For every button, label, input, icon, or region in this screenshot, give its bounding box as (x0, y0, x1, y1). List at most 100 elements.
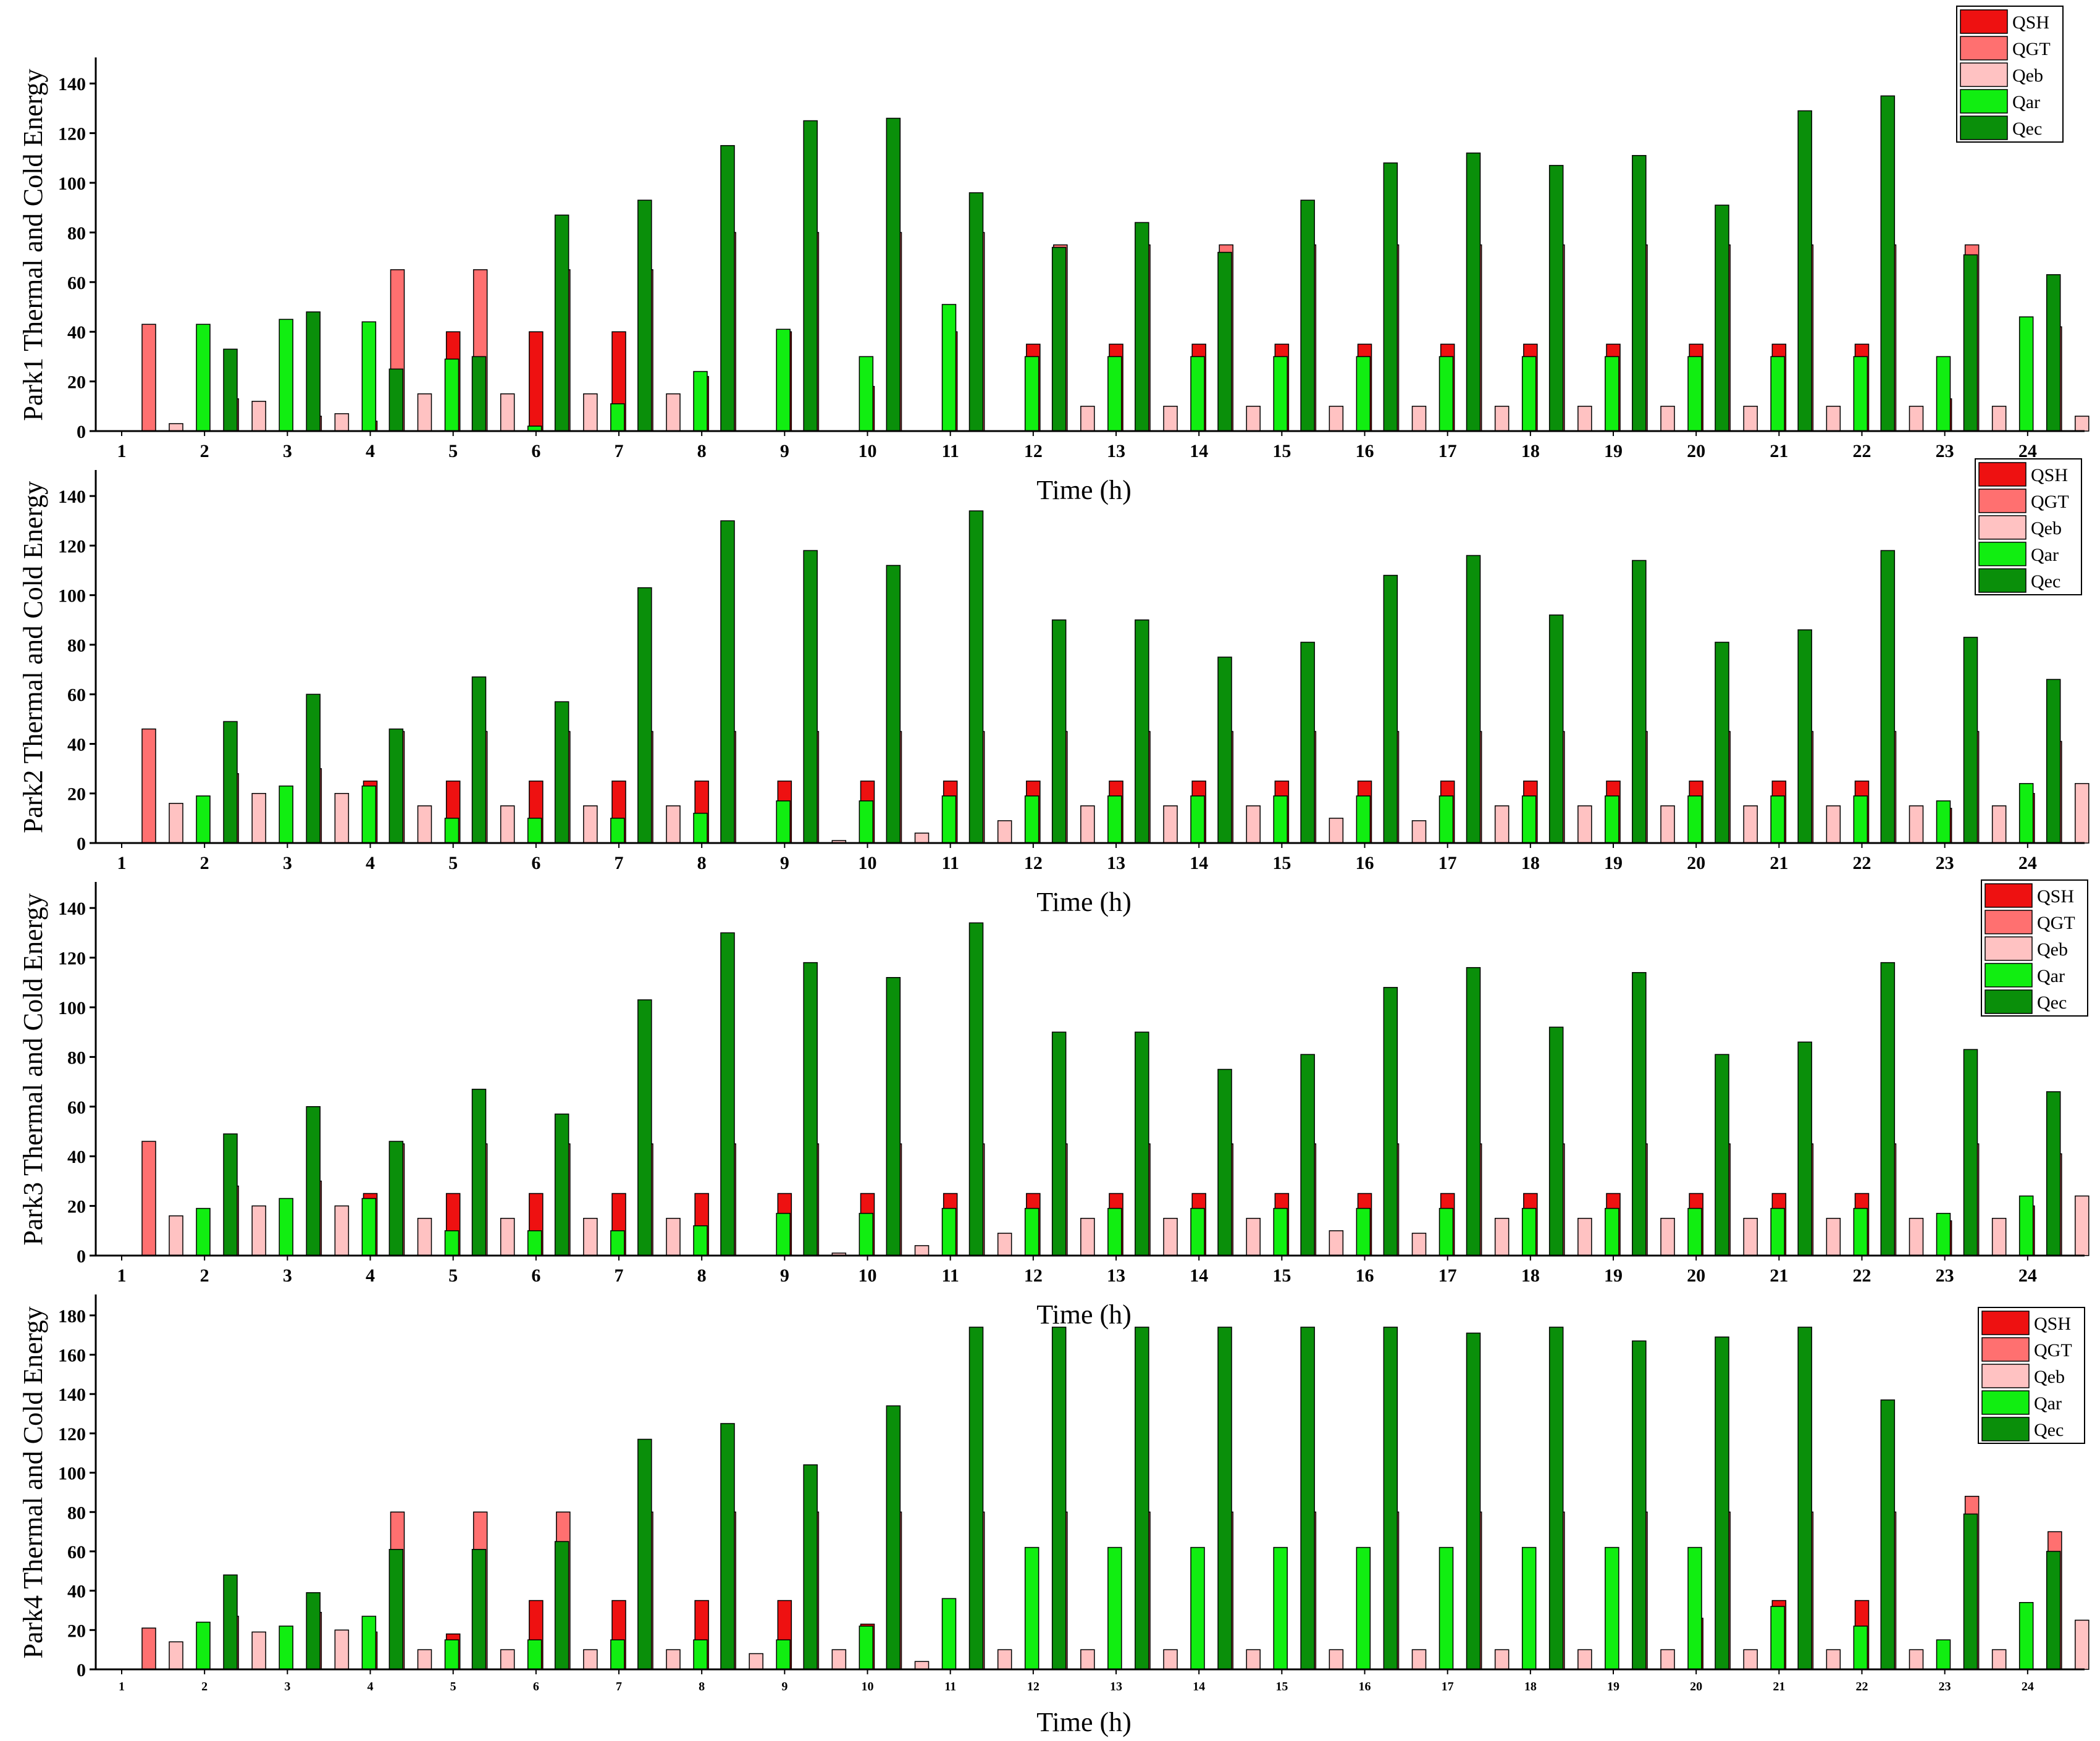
bar-Qar-18 (1605, 795, 1619, 844)
x-tick-label: 10 (859, 853, 877, 873)
legend-label-Qec: Qec (2031, 571, 2060, 592)
y-tick-label: 140 (58, 899, 86, 919)
bar-Qeb-1 (169, 1641, 183, 1670)
x-tick-label: 15 (1272, 1265, 1291, 1286)
legend-swatch-QSH (1960, 9, 2008, 34)
bar-Qeb-1 (169, 803, 183, 844)
bar-Qec-22 (1963, 1513, 1978, 1670)
x-tick-label: 23 (1936, 853, 1954, 873)
bar-Qec-9 (886, 1405, 901, 1670)
bar-Qec-21 (1880, 550, 1896, 844)
x-tick-label: 6 (531, 853, 540, 873)
bar-Qec-7 (720, 145, 735, 432)
bar-QGT-1 (141, 1141, 156, 1256)
bar-Qeb-12 (1080, 805, 1095, 844)
x-tick-label: 16 (1356, 441, 1374, 461)
bar-Qec-11 (1051, 619, 1067, 844)
x-tick-label: 11 (941, 441, 959, 461)
bar-Qeb-4 (417, 393, 432, 432)
bar-Qar-19 (1687, 1207, 1702, 1256)
bar-Qec-16 (1466, 555, 1481, 844)
y-tick-label: 60 (67, 1542, 86, 1563)
bar-Qeb-15 (1329, 1230, 1344, 1256)
bar-Qeb-13 (1163, 805, 1178, 844)
y-tick-label: 40 (67, 1147, 86, 1167)
bar-Qar-9 (859, 1626, 874, 1670)
bar-Qec-11 (1051, 1327, 1067, 1670)
x-tick-label: 19 (1604, 853, 1623, 873)
bar-Qeb-3 (334, 1205, 350, 1256)
legend: QSH QGT Qeb Qar Qec (1956, 6, 2064, 143)
bar-Qeb-2 (251, 792, 266, 844)
bar-Qec-14 (1300, 642, 1315, 844)
y-tick-label: 160 (58, 1346, 86, 1366)
y-tick-label: 40 (67, 734, 86, 755)
bar-Qar-1 (196, 1621, 211, 1670)
y-tick-label: 0 (77, 834, 86, 854)
x-tick-label: 2 (200, 1265, 209, 1286)
bar-Qar-23 (2018, 1601, 2034, 1670)
x-tick-label: 21 (1773, 1680, 1785, 1693)
bar-Qeb-22 (1909, 406, 1924, 432)
bar-Qec-12 (1135, 619, 1149, 844)
x-tick-label: 8 (699, 1680, 705, 1693)
bar-Qeb-13 (1163, 1217, 1178, 1256)
bar-Qec-9 (886, 977, 901, 1256)
y-axis-title: Park4 Thermal and Cold Energy (18, 1306, 48, 1658)
bar-Qeb-24 (2075, 1619, 2090, 1670)
bar-Qeb-13 (1163, 406, 1178, 432)
bar-Qec-14 (1300, 1054, 1315, 1256)
y-tick-label: 0 (77, 1660, 86, 1680)
bar-Qar-8 (776, 1639, 791, 1670)
bar-Qar-6 (610, 1230, 625, 1256)
bar-Qec-22 (1963, 1049, 1978, 1256)
bar-Qeb-24 (2075, 782, 2090, 844)
bar-Qec-21 (1880, 1399, 1896, 1670)
y-tick-label: 60 (67, 273, 86, 293)
bar-Qec-20 (1797, 1041, 1812, 1256)
bar-Qar-11 (1024, 795, 1040, 844)
bar-Qeb-12 (1080, 1217, 1095, 1256)
legend-swatch-QSH (1981, 1311, 2030, 1335)
x-tick-label: 22 (1853, 441, 1871, 461)
legend-label-QSH: QSH (2037, 886, 2074, 907)
bar-Qec-19 (1715, 204, 1729, 432)
bar-Qec-23 (2046, 274, 2061, 432)
bar-Qar-21 (1853, 1626, 1868, 1670)
bar-Qeb-12 (1080, 406, 1095, 432)
bar-Qec-6 (637, 999, 652, 1256)
bar-Qar-12 (1107, 1207, 1122, 1256)
x-tick-label: 22 (1856, 1680, 1868, 1693)
bar-Qar-22 (1936, 356, 1951, 432)
bar-Qec-21 (1880, 962, 1896, 1256)
bar-Qec-11 (1051, 1031, 1067, 1256)
x-tick-label: 18 (1521, 441, 1540, 461)
x-tick-label: 4 (366, 1265, 375, 1286)
bar-Qec-6 (637, 1438, 652, 1670)
x-tick-label: 3 (283, 1265, 292, 1286)
bar-Qec-5 (554, 1541, 569, 1670)
bar-Qeb-15 (1329, 406, 1344, 432)
bar-Qeb-15 (1329, 1649, 1344, 1670)
bar-Qar-17 (1521, 1207, 1537, 1256)
y-tick-label: 100 (58, 998, 86, 1018)
bar-Qar-1 (196, 1207, 211, 1256)
bar-Qec-7 (720, 932, 735, 1256)
bar-Qar-2 (279, 1198, 293, 1256)
legend-swatch-QGT (1978, 489, 2026, 513)
bar-Qar-19 (1687, 795, 1702, 844)
bar-Qar-10 (941, 304, 957, 432)
bar-Qec-17 (1548, 1026, 1564, 1256)
y-tick-label: 140 (58, 487, 86, 507)
bar-Qec-18 (1632, 971, 1647, 1256)
x-tick-label: 6 (531, 1265, 540, 1286)
legend-label-QGT: QGT (2012, 39, 2051, 59)
x-tick-label: 12 (1024, 1265, 1043, 1286)
bar-Qar-13 (1190, 795, 1205, 844)
bar-Qar-18 (1605, 356, 1619, 432)
x-tick-label: 4 (368, 1680, 374, 1693)
bar-Qec-5 (554, 214, 569, 432)
legend: QSH QGT Qeb Qar Qec (1978, 1307, 2085, 1444)
bar-Qar-20 (1770, 1606, 1785, 1670)
